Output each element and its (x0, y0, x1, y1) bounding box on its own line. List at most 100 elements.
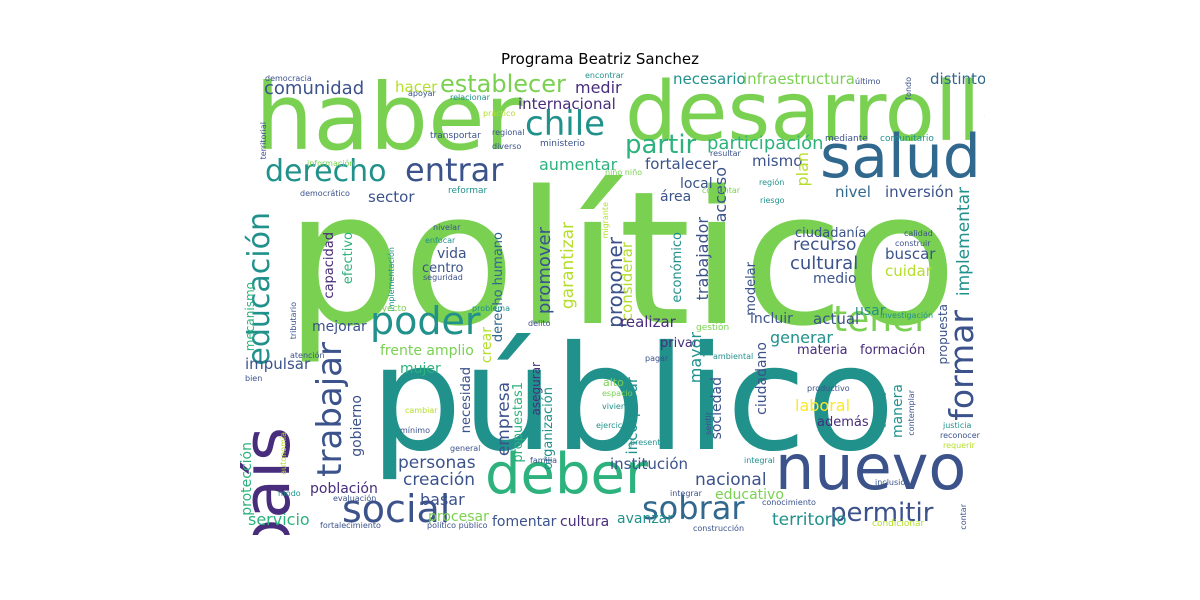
word-chile: chile (525, 104, 606, 144)
word-niño-niño: niño niño (605, 168, 643, 177)
word-educativo: educativo (715, 487, 784, 503)
word-político-público: político público (427, 521, 488, 530)
word-contemplar: contemplar (907, 390, 916, 436)
word-buscar: buscar (885, 245, 936, 263)
word-integrar: integrar (670, 489, 702, 498)
word-democrático: democrático (300, 189, 350, 198)
word-generar: generar (770, 328, 833, 347)
word-ejercicio: ejercicio (596, 421, 630, 430)
word-trabajar: trabajar (310, 342, 350, 477)
word-fomentar: fomentar (492, 514, 557, 530)
word-internacional: internacional (518, 95, 616, 113)
word-hacer: hacer (395, 78, 438, 96)
word-infraestructura: infraestructura (743, 72, 855, 88)
word-comunitario: comunitario (880, 134, 934, 144)
word-realizar: realizar (620, 313, 676, 331)
word-propuestas1: propuestas1 (511, 382, 526, 463)
word-participación: participación (707, 133, 824, 154)
word-inclusión: inclusión (875, 478, 911, 487)
word-derecho-humano: derecho humano (491, 232, 506, 343)
word-servicio: servicio (248, 510, 310, 529)
word-conjuntar: conjuntar (702, 186, 741, 195)
word-último: último (855, 77, 881, 86)
word-cultura: cultura (560, 514, 610, 530)
word-local: local (680, 176, 713, 192)
word-gestión: gestión (696, 323, 730, 333)
word-alto: alto (603, 376, 624, 389)
word-regional: regional (492, 128, 525, 137)
word-trabajador: trabajador (693, 217, 712, 301)
word-espacio: espacio (602, 389, 633, 398)
word-nivelar: nivelar (433, 223, 461, 232)
word-migrante: migrante (601, 202, 610, 239)
word-basar: basar (420, 490, 465, 509)
word-ministerio: ministerio (540, 139, 585, 149)
chart-title: Programa Beatriz Sanchez (501, 50, 699, 68)
word-propuesta: propuesta (936, 304, 950, 365)
word-cambiar: cambiar (405, 406, 438, 415)
word-calidad: calidad (904, 229, 933, 238)
word-distinto: distinto (930, 72, 985, 88)
word-proyecto: proyecto (367, 304, 407, 314)
word-institución: institución (610, 455, 689, 473)
word-integral: integral (744, 456, 775, 465)
word-laboral: laboral (795, 396, 851, 415)
word-evaluación: evaluación (333, 494, 377, 503)
word-relacionar: relacionar (450, 93, 490, 102)
word-poder: poder (370, 299, 481, 343)
word-medir: medir (575, 78, 622, 97)
word-político: político (285, 151, 958, 367)
word-territorial: territorial (259, 122, 268, 160)
word-partir: partir (625, 130, 697, 160)
word-además: además (817, 415, 869, 430)
word-ambiental: ambiental (713, 352, 754, 361)
word-condicionar: condicionar (872, 519, 925, 529)
word-gobierno: gobierno (349, 395, 365, 457)
word-enfocar: enfocar (425, 236, 456, 245)
word-cultural: cultural (790, 253, 859, 274)
word-ciudadanía: ciudadanía (795, 226, 867, 241)
word-nacional: nacional (695, 470, 767, 490)
word-nuevo: nuevo (775, 431, 967, 504)
word-establecer: establecer (440, 72, 566, 98)
word-medio: medio (813, 271, 857, 287)
word-resultar: resultar (710, 149, 741, 158)
word-general: general (450, 444, 481, 453)
word-mediante: mediante (825, 134, 868, 144)
word-derecho: derecho (265, 154, 387, 189)
word-protección: protección (240, 442, 255, 516)
word-apoyar: apoyar (408, 89, 436, 98)
word-construcción: construcción (693, 524, 745, 533)
word-público: público (370, 315, 895, 484)
word-territorio: territorio (772, 510, 847, 530)
word-modelar: modelar (744, 262, 759, 316)
word-avanzar: avanzar (617, 511, 673, 527)
word-privar: privar (660, 336, 699, 351)
word-capacidad: capacidad (322, 232, 337, 299)
word-construir: construir (895, 239, 931, 248)
word-pagar: pagar (645, 354, 669, 363)
word-población: población (310, 481, 378, 497)
word-entrar: entrar (405, 151, 504, 189)
word-democracia: democracia (265, 74, 312, 83)
word-impulsar: impulsar (245, 355, 311, 373)
word-comunidad: comunidad (264, 78, 365, 99)
word-inversión: inversión (885, 183, 954, 201)
word-procesar: procesar (428, 509, 489, 525)
word-delito: delito (528, 319, 551, 328)
word-necesidad: necesidad (459, 367, 474, 434)
word-ciudadano: ciudadano (754, 342, 770, 415)
word-requerir: requerir (943, 441, 975, 450)
word-plan: plan (793, 152, 812, 187)
word-reconocer: reconocer (940, 431, 980, 440)
word-promover: promover (534, 227, 555, 315)
word-cloud: políticopúblicohaberdesarrollopaísnuevos… (240, 72, 985, 535)
word-colectivo: colectivo (879, 392, 888, 428)
word-salud: salud (820, 122, 981, 192)
word-vivienda: vivienda (602, 402, 636, 411)
word-cuidar: cuidar (885, 262, 932, 280)
word-fortalecimiento: fortalecimiento (320, 521, 381, 530)
word-personas: personas (398, 453, 476, 473)
word-implementación: implementación (387, 247, 396, 312)
word-justicia: justicia (943, 421, 972, 430)
